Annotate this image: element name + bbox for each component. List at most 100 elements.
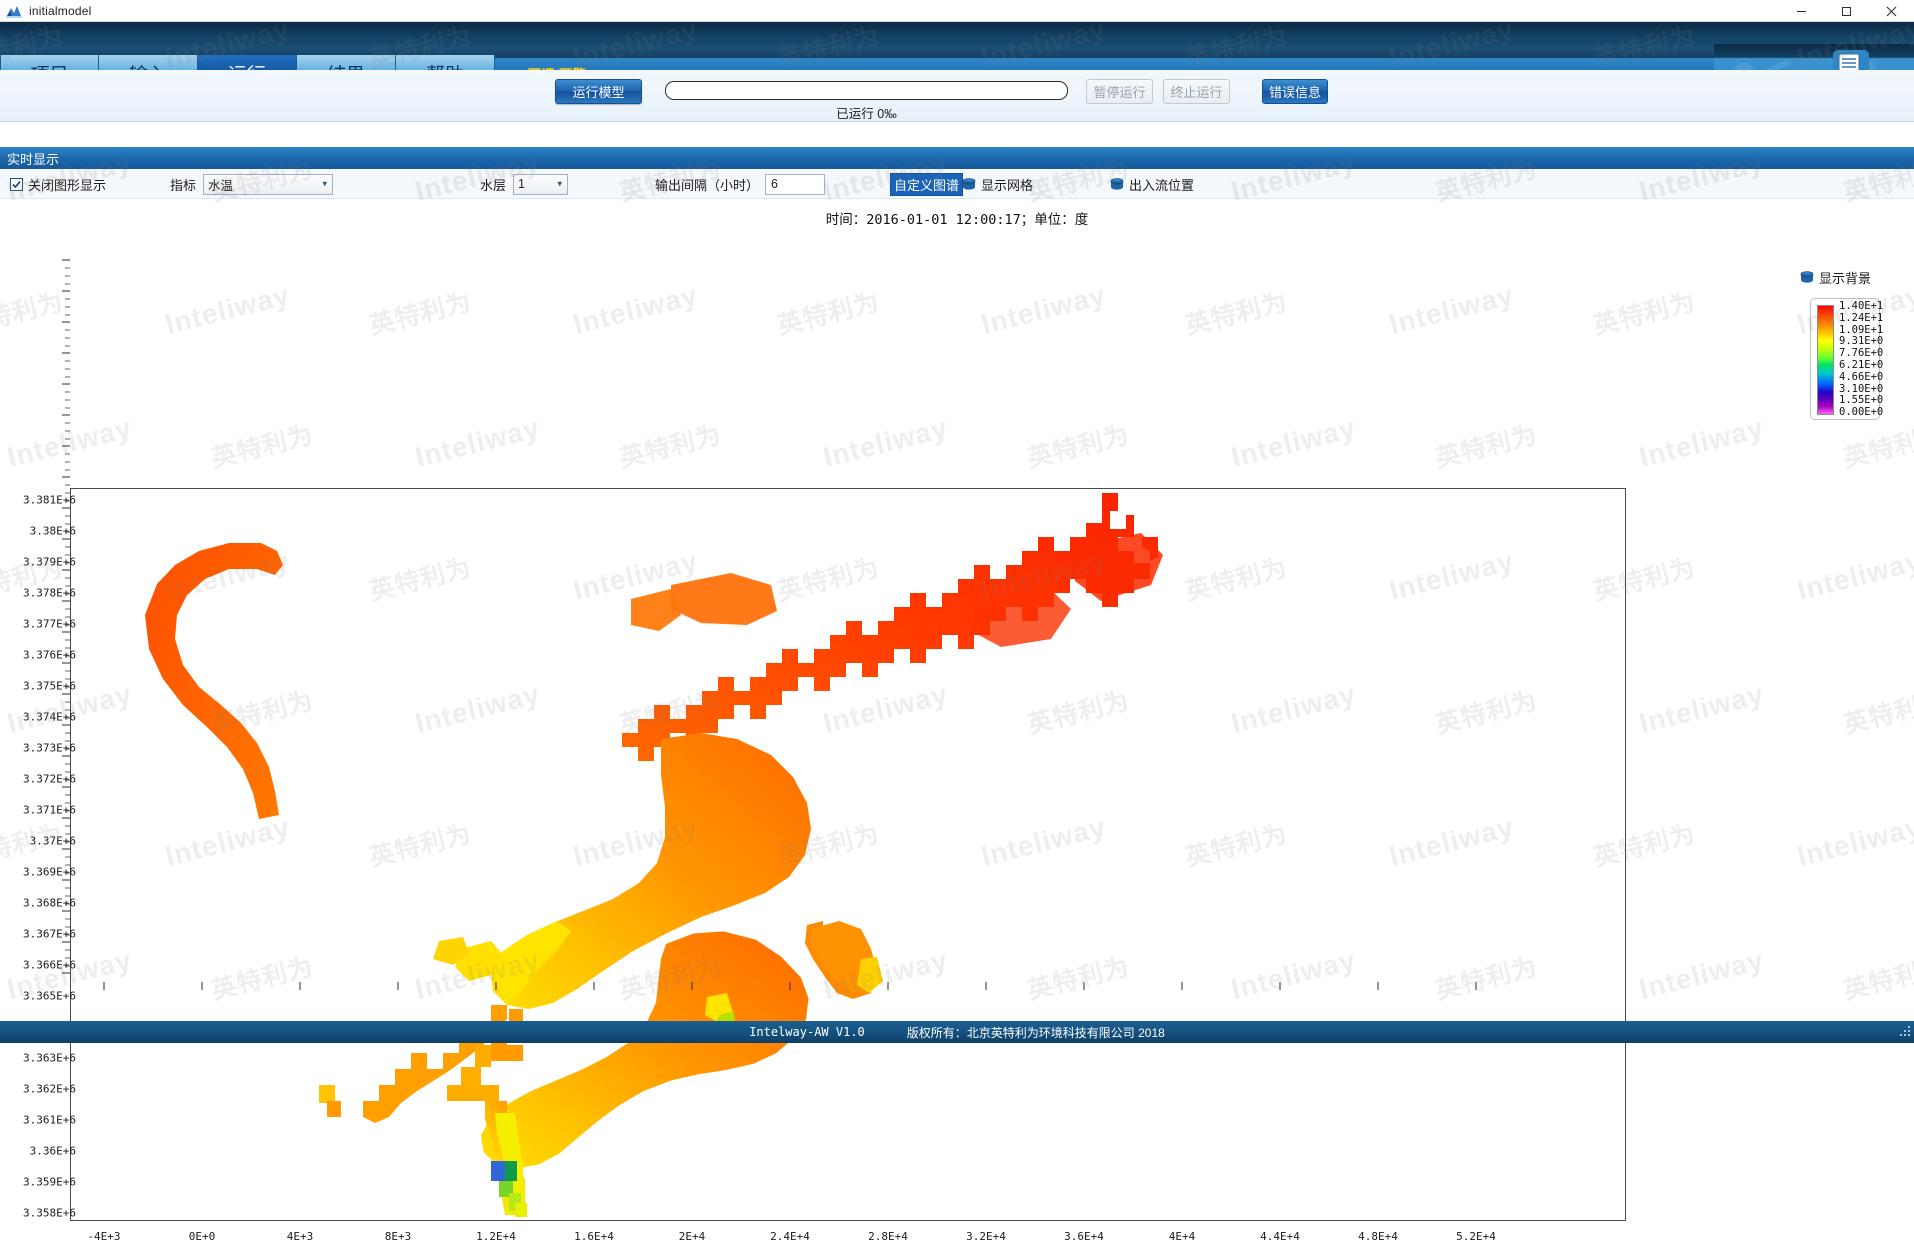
y-tick-label: 3.368E+6	[23, 897, 76, 910]
y-tick-label: 3.37E+6	[30, 835, 76, 848]
checkbox-blue-icon	[962, 178, 976, 191]
ribbon-tabs: 项目 输入 运行 结果 帮助	[0, 55, 495, 70]
window-controls	[1779, 0, 1914, 22]
tab-results[interactable]: 结果	[297, 55, 396, 70]
close-button[interactable]	[1869, 0, 1914, 22]
layer-field: 水层 1 ▾	[480, 173, 568, 195]
run-model-label: 运行模型	[572, 82, 624, 101]
interval-input-value: 6	[771, 177, 778, 191]
custom-palette-label: 自定义图谱	[890, 173, 963, 196]
y-tick-label: 3.363E+6	[23, 1052, 76, 1065]
index-label: 指标	[170, 175, 196, 194]
display-controls-row: 关闭图形显示 指标 水温 ▾ 水层 1 ▾ 输出间隔（小时） 6 自定义图谱	[0, 169, 1914, 199]
plot-area: 3.381E+6 3.38E+6 3.379E+6 3.378E+6 3.377…	[0, 240, 1914, 1030]
pause-run-button[interactable]: 暂停运行	[1086, 79, 1153, 104]
interval-label: 输出间隔（小时）	[655, 175, 759, 194]
run-toolbar: 运行模型 已运行 0‰ 暂停运行 终止运行 错误信息	[0, 70, 1914, 122]
tab-help[interactable]: 帮助	[396, 55, 495, 70]
index-select[interactable]: 水温 ▾	[203, 174, 333, 195]
chevron-down-icon: ▾	[322, 179, 327, 190]
inflow-outflow-checkbox[interactable]: 出入流位置	[1110, 173, 1194, 195]
show-grid-checkbox[interactable]: 显示网格	[962, 173, 1033, 195]
x-tick-label: 4E+3	[287, 1230, 314, 1243]
y-tick-label: 3.366E+6	[23, 959, 76, 972]
status-copyright: 版权所有：北京英特利为环境科技有限公司 2018	[907, 1024, 1165, 1041]
document-edit-icon[interactable]	[1832, 49, 1870, 70]
run-progress-label: 已运行 0‰	[665, 103, 1068, 122]
run-model-button[interactable]: 运行模型	[555, 79, 642, 104]
interval-input[interactable]: 6	[765, 174, 825, 195]
y-tick-label: 3.367E+6	[23, 928, 76, 941]
status-bar: Intelway-AW V1.0 版权所有：北京英特利为环境科技有限公司 201…	[0, 1021, 1914, 1043]
minimize-button[interactable]	[1779, 0, 1824, 22]
legend-label: 0.00E+0	[1839, 407, 1883, 419]
x-tick-label: 4E+4	[1169, 1230, 1196, 1243]
x-tick-label: 2.8E+4	[868, 1230, 908, 1243]
resize-grip-icon[interactable]	[1898, 1024, 1912, 1041]
ribbon-nav: 项目 输入 运行 结果 帮助 环评/预警	[0, 22, 1914, 70]
tab-project[interactable]: 项目	[0, 55, 99, 70]
tab-label: 结果	[327, 60, 365, 70]
maximize-button[interactable]	[1824, 0, 1869, 22]
y-tick-label: 3.38E+6	[30, 525, 76, 538]
ribbon-right-area	[1714, 44, 1914, 70]
tab-label: 帮助	[426, 60, 464, 70]
y-tick-label: 3.375E+6	[23, 680, 76, 693]
x-tick-label: 8E+3	[385, 1230, 412, 1243]
map-region-upper-arm	[622, 493, 1158, 761]
y-tick-label: 3.376E+6	[23, 649, 76, 662]
map-cell-cold-green	[505, 1161, 517, 1181]
x-tick-label: 4.8E+4	[1358, 1230, 1398, 1243]
status-version: Intelway-AW V1.0	[749, 1025, 865, 1039]
section-title: 实时显示	[7, 149, 59, 168]
error-info-button[interactable]: 错误信息	[1262, 79, 1328, 104]
show-background-label: 显示背景	[1819, 268, 1871, 287]
legend-label: 4.66E+0	[1839, 372, 1883, 384]
y-tick-label: 3.373E+6	[23, 742, 76, 755]
y-tick-label: 3.358E+6	[23, 1207, 76, 1220]
y-tick-label: 3.36E+6	[30, 1145, 76, 1158]
layer-label: 水层	[480, 175, 506, 194]
legend-label: 1.24E+1	[1839, 313, 1883, 325]
x-tick-label: -4E+3	[87, 1230, 120, 1243]
pause-run-label: 暂停运行	[1093, 82, 1145, 101]
layer-select[interactable]: 1 ▾	[513, 174, 568, 195]
tab-input[interactable]: 输入	[99, 55, 198, 70]
run-progress-bar	[665, 81, 1068, 100]
layer-select-value: 1	[518, 177, 525, 191]
y-tick-label: 3.365E+6	[23, 990, 76, 1003]
stop-run-button[interactable]: 终止运行	[1163, 79, 1230, 104]
y-tick-label: 3.378E+6	[23, 587, 76, 600]
custom-palette-link[interactable]: 自定义图谱	[890, 173, 963, 195]
color-legend-labels: 1.40E+1 1.24E+1 1.09E+1 9.31E+0 7.76E+0 …	[1839, 301, 1883, 419]
y-tick-label: 3.362E+6	[23, 1083, 76, 1096]
x-tick-label: 2.4E+4	[770, 1230, 810, 1243]
app-icon	[6, 3, 22, 19]
color-legend: 1.40E+1 1.24E+1 1.09E+1 9.31E+0 7.76E+0 …	[1810, 298, 1880, 420]
close-graph-checkbox[interactable]: 关闭图形显示	[10, 173, 106, 195]
inflow-outflow-label: 出入流位置	[1129, 175, 1194, 194]
stop-run-label: 终止运行	[1170, 82, 1222, 101]
chevron-down-icon: ▾	[557, 179, 562, 190]
y-tick-label: 3.361E+6	[23, 1114, 76, 1127]
y-tick-label: 3.374E+6	[23, 711, 76, 724]
show-grid-label: 显示网格	[981, 175, 1033, 194]
show-background-checkbox[interactable]: 显示背景	[1800, 268, 1871, 287]
y-tick-label: 3.371E+6	[23, 804, 76, 817]
index-field: 指标 水温 ▾	[170, 173, 333, 195]
y-tick-label: 3.359E+6	[23, 1176, 76, 1189]
color-legend-gradient	[1817, 305, 1834, 415]
error-info-label: 错误信息	[1269, 82, 1321, 101]
x-tick-label: 1.6E+4	[574, 1230, 614, 1243]
plot-canvas[interactable]	[70, 488, 1626, 1221]
x-tick-label: 0E+0	[189, 1230, 216, 1243]
map-region-north-arc	[145, 543, 283, 819]
realtime-display-header: 实时显示	[0, 147, 1914, 169]
x-tick-label: 3.6E+4	[1064, 1230, 1104, 1243]
y-tick-label: 3.369E+6	[23, 866, 76, 879]
legend-label: 6.21E+0	[1839, 360, 1883, 372]
y-tick-label: 3.381E+6	[23, 494, 76, 507]
tab-run[interactable]: 运行	[198, 55, 297, 70]
x-tick-label: 5.2E+4	[1456, 1230, 1496, 1243]
map-cell-cold-blue	[491, 1161, 505, 1181]
